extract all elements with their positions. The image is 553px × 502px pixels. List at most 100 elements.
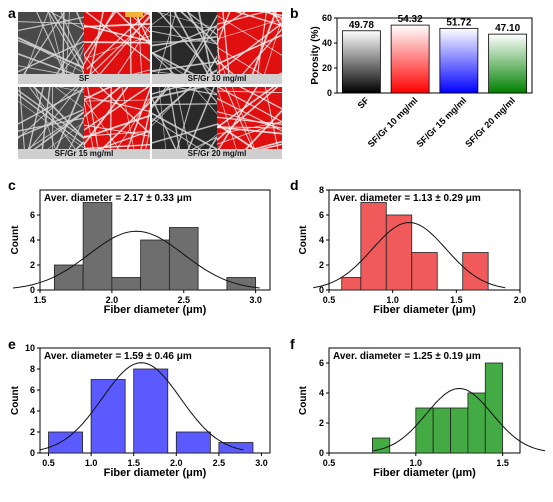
x-tick-label: 2.0 <box>170 458 183 468</box>
y-tick-label: 6 <box>319 358 324 368</box>
y-axis-label: Count <box>298 385 309 415</box>
colored-image-gr10 <box>217 12 282 74</box>
histogram-bar <box>90 379 126 454</box>
histogram-bar <box>111 277 142 291</box>
chart-histogram-e: 0.5 1.0 1.5 2.0 2.5 3.0 0 2 4 6 8 10 Fiber diameter … <box>10 343 271 479</box>
x-tick-label: 2.0 <box>106 295 119 305</box>
histogram-bar <box>432 407 451 454</box>
average-diameter-annotation: Aver. diameter = 1.25 ± 0.19 μm <box>333 351 481 362</box>
y-axis-label: Count <box>10 385 21 415</box>
y-tick-label: 2 <box>30 427 35 437</box>
x-tick-label: 2.0 <box>514 295 527 305</box>
bar-value-label: 47.10 <box>495 23 520 34</box>
caption-gr15: SF/Gr 15 mg/ml <box>18 149 150 159</box>
y-tick-label: 2 <box>319 418 324 428</box>
histogram-bar <box>82 202 113 291</box>
histogram-bar <box>360 202 387 291</box>
gaussian-fit-line <box>373 387 546 452</box>
histogram-bar <box>175 431 211 454</box>
chart-histogram-d: 0.5 1.0 1.5 2.0 0 2 4 6 8 Fiber diameter (μm) Coun… <box>298 185 526 316</box>
x-category-label: SF/Gr 10 mg/ml <box>366 95 420 149</box>
y-tick-label: 0 <box>30 448 35 458</box>
gaussian-fit-line <box>313 221 506 289</box>
x-tick-label: 1.5 <box>34 295 47 305</box>
chart-histogram-f: 0.5 1.0 1.5 0 2 4 6 Fiber diameter (μm) Count Ave… <box>298 347 546 479</box>
histogram-bar <box>462 252 489 291</box>
x-tick-label: 0.5 <box>42 458 55 468</box>
y-tick-label: 2 <box>30 260 35 270</box>
y-tick-label: 8 <box>30 364 35 374</box>
sem-image-gr10 <box>152 12 217 74</box>
micrograph-mosaic: SF SF/Gr 10 mg/ml SF/Gr 15 mg/ml SF/Gr 2… <box>18 12 282 160</box>
y-tick-label: 60 <box>322 13 332 23</box>
sem-image-gr15 <box>18 87 84 149</box>
chart-histogram-c: 1.5 2.0 2.5 3.0 0 2 4 6 Fiber diameter (μm) Count… <box>10 189 271 316</box>
x-tick-label: 1.0 <box>386 295 399 305</box>
y-axis-label: Porosity (%) <box>310 26 321 84</box>
caption-gr10: SF/Gr 10 mg/ml <box>152 74 282 84</box>
y-tick-label: 0 <box>327 88 332 98</box>
histogram-bar <box>385 214 413 291</box>
y-axis-label: Count <box>10 225 21 255</box>
y-axis-label: Count <box>298 225 309 255</box>
y-tick-label: 4 <box>319 235 324 245</box>
y-tick-label: 6 <box>30 210 35 220</box>
bar <box>439 27 479 94</box>
y-tick-label: 2 <box>319 260 324 270</box>
bar-value-label: 54.32 <box>398 14 423 25</box>
scale-marker <box>125 12 143 17</box>
y-tick-label: 6 <box>30 385 35 395</box>
histogram-bar <box>133 368 169 454</box>
x-tick-label: 1.5 <box>450 295 463 305</box>
panel-letter-c: c <box>8 177 16 193</box>
x-axis-label: Fiber diameter (μm) <box>373 467 476 479</box>
y-tick-label: 4 <box>30 406 35 416</box>
histogram-bar <box>415 407 434 454</box>
panel-letter-d: d <box>290 177 299 193</box>
panel-letter-a: a <box>8 5 16 21</box>
bar <box>488 33 528 94</box>
x-axis-label: Fiber diameter (μm) <box>104 467 207 479</box>
x-tick-label: 3.0 <box>249 295 262 305</box>
average-diameter-annotation: Aver. diameter = 2.17 ± 0.33 μm <box>44 193 192 204</box>
histogram-bar <box>450 407 469 454</box>
x-category-label: SF <box>356 95 372 111</box>
y-tick-label: 10 <box>25 343 35 353</box>
gaussian-fit-line <box>39 362 244 451</box>
y-tick-label: 6 <box>319 210 324 220</box>
bar-value-label: 49.78 <box>349 20 374 31</box>
bar-value-label: 51.72 <box>446 17 471 28</box>
histogram-bar <box>467 392 486 454</box>
x-tick-label: 0.5 <box>323 295 336 305</box>
y-tick-label: 40 <box>322 38 332 48</box>
x-tick-label: 1.5 <box>496 458 509 468</box>
x-tick-label: 0.5 <box>323 458 336 468</box>
y-tick-label: 20 <box>322 63 332 73</box>
histogram-bar <box>411 252 438 291</box>
sem-image-gr20 <box>152 87 217 149</box>
histogram-bar <box>484 362 504 454</box>
caption-sf: SF <box>18 74 150 84</box>
y-tick-label: 0 <box>319 285 324 295</box>
x-tick-label: 3.0 <box>255 458 268 468</box>
x-axis-label: Fiber diameter (μm) <box>104 304 207 316</box>
y-tick-label: 0 <box>319 448 324 458</box>
panel-letter-f: f <box>290 336 295 352</box>
y-tick-label: 4 <box>319 388 324 398</box>
average-diameter-annotation: Aver. diameter = 1.13 ± 0.29 μm <box>333 193 481 204</box>
caption-gr20: SF/Gr 20 mg/ml <box>152 149 282 159</box>
histogram-bar <box>48 431 83 454</box>
panel-letter-e: e <box>8 336 16 352</box>
bar <box>390 24 430 94</box>
x-tick-label: 2.5 <box>213 458 226 468</box>
y-tick-label: 8 <box>319 185 324 195</box>
x-category-label: SF/Gr 15 mg/ml <box>415 95 469 149</box>
panel-letter-b: b <box>290 5 299 21</box>
histogram-bar <box>226 277 257 291</box>
average-diameter-annotation: Aver. diameter = 1.59 ± 0.46 μm <box>44 351 192 362</box>
colored-image-gr15 <box>84 87 150 149</box>
histogram-bar <box>341 277 362 291</box>
histogram-bar <box>168 227 199 291</box>
